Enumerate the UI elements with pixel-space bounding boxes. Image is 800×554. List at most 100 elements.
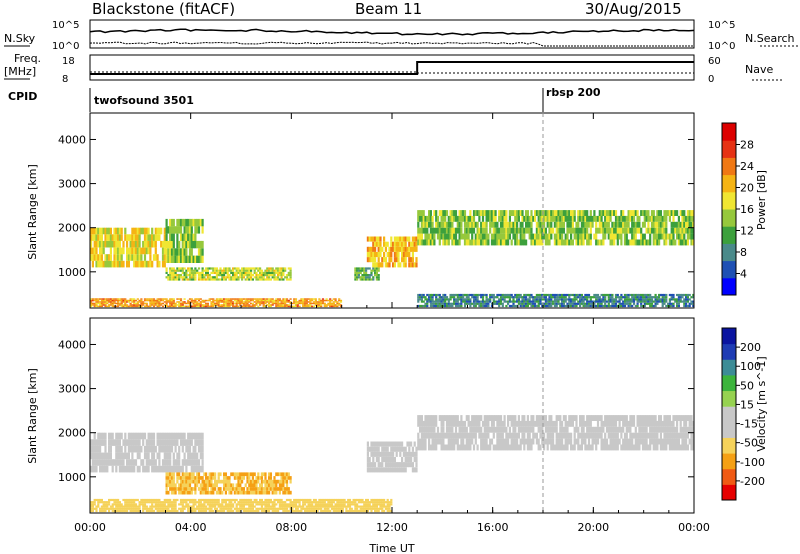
heatmap-cell: [332, 507, 335, 510]
power-colorbar-label: Power [dB]: [755, 170, 768, 230]
heatmap-cell: [580, 210, 583, 216]
heatmap-cell: [604, 293, 607, 297]
heatmap-cell: [194, 498, 197, 502]
heatmap-cell: [224, 299, 227, 302]
heatmap-cell: [438, 293, 441, 297]
heatmap-cell: [136, 254, 139, 261]
heatmap-cell: [100, 299, 103, 302]
heatmap-cell: [555, 296, 558, 299]
heatmap-cell: [233, 472, 236, 477]
heatmap-cell: [489, 298, 492, 301]
heatmap-cell: [419, 415, 422, 421]
heatmap-cell: [629, 293, 632, 297]
heatmap-cell: [188, 305, 192, 308]
heatmap-cell: [465, 215, 468, 222]
heatmap-cell: [214, 476, 217, 480]
heatmap-cell: [293, 301, 296, 303]
heatmap-cell: [133, 260, 136, 268]
heatmap-cell: [228, 304, 231, 306]
heatmap-cell: [192, 432, 195, 440]
heatmap-cell: [435, 221, 438, 228]
heatmap-cell: [268, 298, 271, 300]
heatmap-cell: [179, 476, 183, 480]
heatmap-cell: [143, 452, 147, 460]
heatmap-cell: [147, 240, 150, 248]
heatmap-cell: [167, 472, 170, 477]
heatmap-cell: [271, 269, 274, 272]
heatmap-cell: [212, 267, 215, 270]
heatmap-cell: [451, 239, 454, 246]
heatmap-cell: [668, 298, 671, 301]
heatmap-cell: [138, 465, 141, 473]
heatmap-cell: [145, 247, 148, 255]
heatmap-cell: [138, 439, 141, 446]
heatmap-cell: [284, 305, 287, 308]
heatmap-cell: [158, 302, 161, 305]
heatmap-cell: [111, 439, 114, 446]
heatmap-cell: [623, 300, 627, 303]
heatmap-cell: [614, 210, 618, 216]
heatmap-cell: [417, 298, 420, 301]
heatmap-cell: [458, 296, 461, 299]
heatmap-cell: [266, 269, 269, 272]
heatmap-cell: [534, 300, 537, 303]
heatmap-cell: [190, 305, 193, 308]
heatmap-cell: [429, 239, 432, 246]
heatmap-cell: [269, 298, 272, 300]
heatmap-cell: [197, 255, 201, 263]
heatmap-cell: [244, 507, 247, 510]
heatmap-cell: [181, 509, 184, 513]
heatmap-cell: [481, 233, 485, 240]
heatmap-cell: [134, 498, 138, 502]
heatmap-cell: [370, 271, 373, 274]
heatmap-cell: [273, 501, 276, 504]
heatmap-cell: [516, 239, 519, 246]
heatmap-cell: [126, 301, 129, 303]
heatmap-cell: [212, 271, 215, 274]
heatmap-cell: [494, 233, 497, 240]
heatmap-cell: [271, 503, 274, 506]
heatmap-cell: [289, 271, 292, 274]
heatmap-cell: [253, 509, 256, 513]
heatmap-cell: [235, 267, 238, 270]
heatmap-cell: [251, 302, 254, 305]
heatmap-cell: [401, 462, 404, 468]
heatmap-cell: [650, 304, 654, 308]
heatmap-cell: [330, 299, 334, 302]
heatmap-cell: [161, 240, 165, 248]
heatmap-cell: [291, 503, 294, 506]
heatmap-cell: [544, 210, 547, 216]
heatmap-cell: [305, 299, 308, 302]
heatmap-cell: [320, 305, 323, 308]
heatmap-cell: [172, 439, 175, 446]
heatmap-cell: [294, 505, 298, 508]
heatmap-cell: [152, 432, 156, 440]
heatmap-cell: [224, 304, 227, 306]
heatmap-cell: [641, 239, 645, 246]
heatmap-cell: [194, 483, 197, 488]
heatmap-cell: [449, 296, 452, 299]
heatmap-cell: [176, 465, 179, 473]
heatmap-cell: [192, 487, 195, 491]
heatmap-cell: [136, 465, 139, 473]
heatmap-cell: [429, 215, 432, 222]
heatmap-cell: [217, 509, 220, 513]
heatmap-cell: [458, 298, 461, 301]
heatmap-cell: [571, 304, 574, 308]
heatmap-cell: [163, 439, 166, 446]
heatmap-cell: [375, 262, 378, 268]
heatmap-cell: [174, 498, 177, 502]
heatmap-cell: [275, 507, 278, 510]
heatmap-cell: [156, 465, 159, 473]
heatmap-cell: [169, 459, 172, 466]
heatmap-cell: [568, 296, 571, 299]
heatmap-cell: [474, 296, 477, 299]
heatmap-cell: [445, 444, 449, 451]
heatmap-cell: [285, 304, 289, 306]
heatmap-cell: [255, 304, 258, 306]
heatmap-cell: [149, 234, 152, 241]
heatmap-cell: [444, 444, 447, 451]
heatmap-cell: [392, 246, 395, 252]
heatmap-cell: [494, 302, 497, 305]
heatmap-cell: [476, 293, 479, 297]
